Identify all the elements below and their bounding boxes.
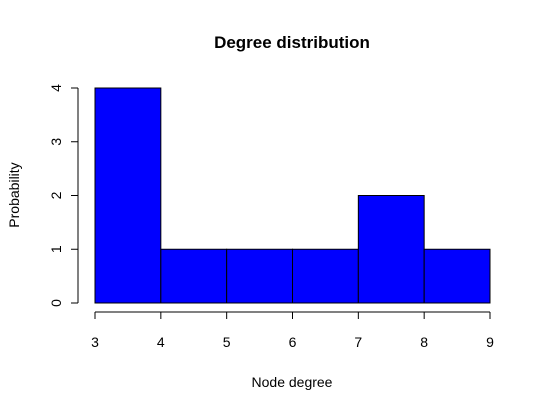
- x-axis-label: Node degree: [252, 374, 333, 390]
- y-tick-label: 4: [48, 84, 64, 92]
- histogram-bar-6: [423, 248, 491, 304]
- y-tick-label: 3: [48, 138, 64, 146]
- x-tick-label: 3: [91, 334, 99, 350]
- x-tick-label: 4: [157, 334, 165, 350]
- x-tick-label: 5: [223, 334, 231, 350]
- x-tick-label: 7: [354, 334, 362, 350]
- histogram-bar-4: [292, 248, 359, 304]
- chart-title: Degree distribution: [214, 33, 370, 52]
- y-tick-label: 0: [48, 299, 64, 307]
- bars-group: [94, 87, 491, 304]
- y-tick-label: 2: [48, 191, 64, 199]
- histogram-bar-1: [94, 87, 162, 304]
- y-axis: 0 1 2 3 4: [48, 84, 79, 307]
- x-tick-label: 6: [289, 334, 297, 350]
- histogram-bar-5: [357, 195, 425, 304]
- x-tick-label: 8: [420, 334, 428, 350]
- histogram-bar-2: [160, 248, 228, 304]
- x-axis: 3 4 5 6 7 8 9: [91, 311, 494, 350]
- y-axis-label: Probability: [6, 162, 22, 227]
- y-tick-label: 1: [48, 245, 64, 253]
- histogram-bar-3: [226, 248, 294, 304]
- x-tick-label: 9: [486, 334, 494, 350]
